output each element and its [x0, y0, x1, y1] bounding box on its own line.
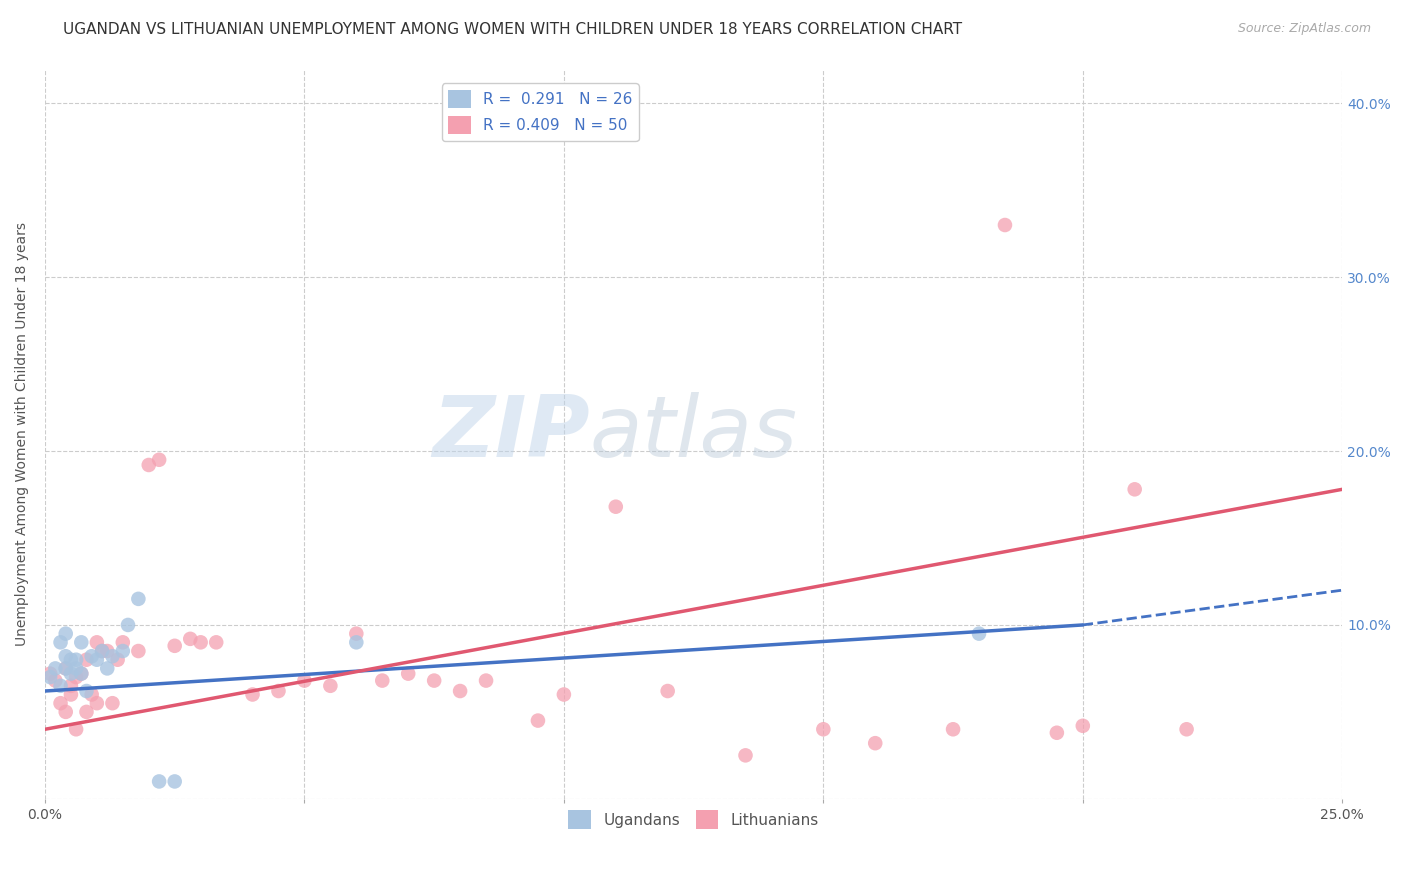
Point — [86, 696, 108, 710]
Point — [49, 696, 72, 710]
Point — [101, 696, 124, 710]
Text: atlas: atlas — [591, 392, 797, 475]
Point — [657, 684, 679, 698]
Point — [76, 705, 98, 719]
Point — [44, 673, 66, 688]
Point — [39, 670, 62, 684]
Point — [39, 666, 62, 681]
Point — [107, 653, 129, 667]
Point — [76, 684, 98, 698]
Point — [117, 618, 139, 632]
Point — [205, 635, 228, 649]
Point — [553, 688, 575, 702]
Point — [942, 723, 965, 737]
Point — [127, 644, 149, 658]
Point — [138, 458, 160, 472]
Point — [59, 688, 82, 702]
Point — [605, 500, 627, 514]
Point — [76, 653, 98, 667]
Point — [70, 635, 93, 649]
Point — [70, 666, 93, 681]
Point — [91, 644, 114, 658]
Point — [49, 635, 72, 649]
Point — [65, 661, 87, 675]
Point — [734, 748, 756, 763]
Text: Source: ZipAtlas.com: Source: ZipAtlas.com — [1237, 22, 1371, 36]
Point — [527, 714, 550, 728]
Point — [423, 673, 446, 688]
Y-axis label: Unemployment Among Women with Children Under 18 years: Unemployment Among Women with Children U… — [15, 222, 30, 646]
Point — [294, 673, 316, 688]
Point — [148, 452, 170, 467]
Point — [55, 661, 77, 675]
Point — [319, 679, 342, 693]
Point — [65, 670, 87, 684]
Point — [1123, 483, 1146, 497]
Point — [59, 653, 82, 667]
Point — [55, 649, 77, 664]
Point — [475, 673, 498, 688]
Point — [163, 639, 186, 653]
Point — [148, 774, 170, 789]
Point — [190, 635, 212, 649]
Point — [163, 774, 186, 789]
Text: ZIP: ZIP — [432, 392, 591, 475]
Point — [344, 626, 367, 640]
Point — [967, 626, 990, 640]
Legend: Ugandans, Lithuanians: Ugandans, Lithuanians — [562, 805, 825, 835]
Point — [70, 666, 93, 681]
Point — [994, 218, 1017, 232]
Point — [813, 723, 835, 737]
Point — [80, 688, 103, 702]
Point — [1046, 725, 1069, 739]
Point — [111, 635, 134, 649]
Point — [59, 666, 82, 681]
Text: UGANDAN VS LITHUANIAN UNEMPLOYMENT AMONG WOMEN WITH CHILDREN UNDER 18 YEARS CORR: UGANDAN VS LITHUANIAN UNEMPLOYMENT AMONG… — [63, 22, 962, 37]
Point — [111, 644, 134, 658]
Point — [86, 635, 108, 649]
Point — [371, 673, 394, 688]
Point — [55, 661, 77, 675]
Point — [179, 632, 201, 646]
Point — [86, 653, 108, 667]
Point — [49, 679, 72, 693]
Point — [96, 644, 118, 658]
Point — [96, 661, 118, 675]
Point — [80, 649, 103, 664]
Point — [59, 679, 82, 693]
Point — [44, 661, 66, 675]
Point — [242, 688, 264, 702]
Point — [449, 684, 471, 698]
Point — [65, 653, 87, 667]
Point — [1175, 723, 1198, 737]
Point — [55, 626, 77, 640]
Point — [65, 723, 87, 737]
Point — [55, 705, 77, 719]
Point — [865, 736, 887, 750]
Point — [91, 644, 114, 658]
Point — [344, 635, 367, 649]
Point — [127, 591, 149, 606]
Point — [1071, 719, 1094, 733]
Point — [267, 684, 290, 698]
Point — [101, 649, 124, 664]
Point — [396, 666, 419, 681]
